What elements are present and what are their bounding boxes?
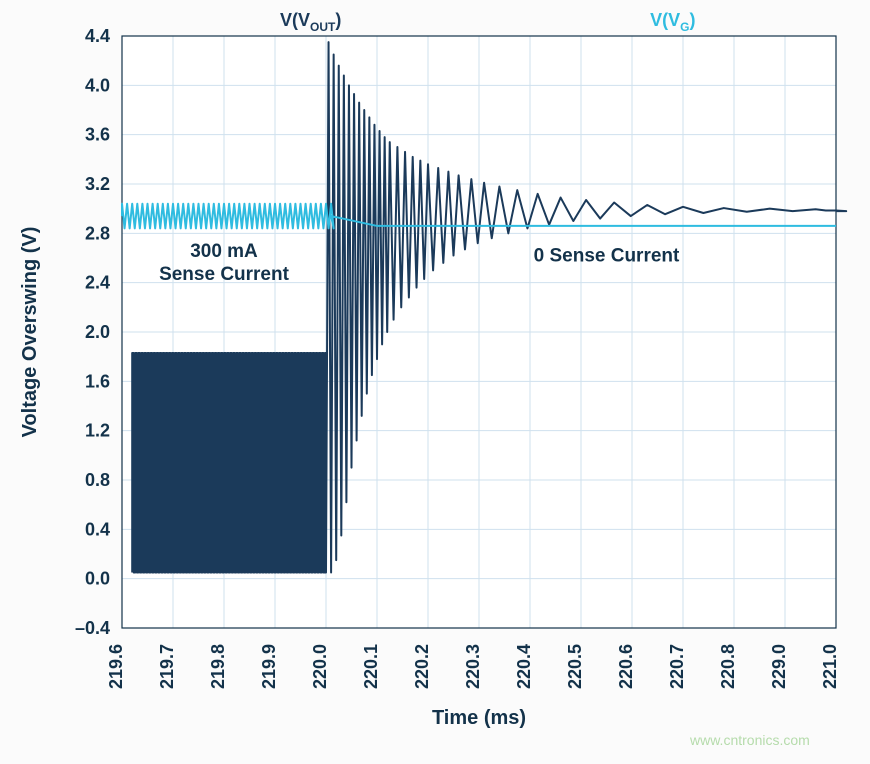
annotation-left-2: Sense Current xyxy=(159,264,290,285)
watermark: www.cntronics.com xyxy=(690,732,810,748)
ytick-label: 4.0 xyxy=(85,75,110,95)
ytick-label: –0.4 xyxy=(75,618,110,638)
ytick-label: 0.4 xyxy=(85,519,110,539)
xtick-label: 219.6 xyxy=(106,644,126,689)
ytick-label: 2.0 xyxy=(85,322,110,342)
ytick-label: 1.2 xyxy=(85,421,110,441)
chart-svg: –0.4 0.0 0.4 0.8 1.2 1.6 2.0 2.4 2.8 3.2 3.6 4.0 4.4… xyxy=(0,0,870,764)
xtick-label: 219.9 xyxy=(259,644,279,689)
title-vg: V(VG) xyxy=(650,10,695,34)
ytick-label: 2.4 xyxy=(85,273,110,293)
xtick-label: 220.1 xyxy=(361,644,381,689)
xtick-label: 220.6 xyxy=(616,644,636,689)
xtick-label: 220.0 xyxy=(310,644,330,689)
xtick-label: 220.4 xyxy=(514,644,534,689)
ytick-label: 4.4 xyxy=(85,26,110,46)
xtick-label: 220.3 xyxy=(463,644,483,689)
xtick-label: 219.8 xyxy=(208,644,228,689)
ytick-label: 3.2 xyxy=(85,174,110,194)
ytick-label: 3.6 xyxy=(85,125,110,145)
xtick-label: 220.2 xyxy=(412,644,432,689)
xtick-label: 220.7 xyxy=(667,644,687,689)
xtick-label: 220.8 xyxy=(718,644,738,689)
annotation-left-1: 300 mA xyxy=(190,241,258,262)
xtick-label: 221.0 xyxy=(820,644,840,689)
y-axis-label: Voltage Overswing (V) xyxy=(19,227,41,438)
xtick-label: 219.7 xyxy=(157,644,177,689)
ytick-label: 1.6 xyxy=(85,371,110,391)
annotation-right: 0 Sense Current xyxy=(534,246,680,267)
xtick-label: 229.0 xyxy=(769,644,789,689)
ytick-label: 2.8 xyxy=(85,223,110,243)
ytick-label: 0.0 xyxy=(85,569,110,589)
xtick-label: 220.5 xyxy=(565,644,585,689)
ytick-label: 0.8 xyxy=(85,470,110,490)
x-axis-label: Time (ms) xyxy=(432,707,526,729)
chart-container: –0.4 0.0 0.4 0.8 1.2 1.6 2.0 2.4 2.8 3.2 3.6 4.0 4.4… xyxy=(0,0,870,764)
title-vout: V(VOUT) xyxy=(280,10,341,34)
